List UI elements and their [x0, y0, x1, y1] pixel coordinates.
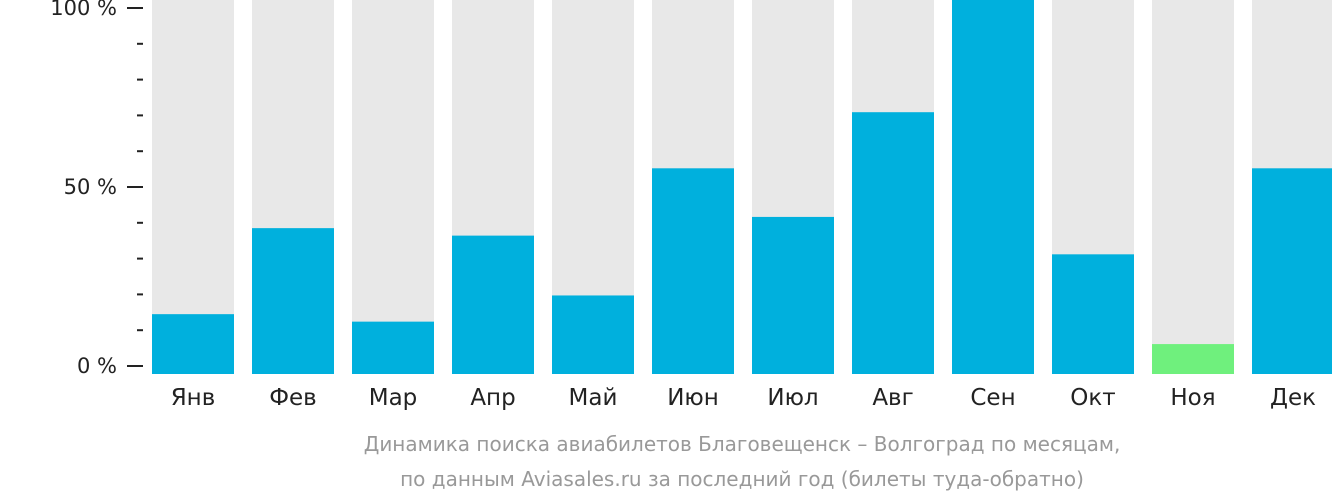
y-axis: 0 % 50 % 100 % — [50, 0, 143, 378]
caption-line-2: по данным Aviasales.ru за последний год … — [400, 467, 1084, 491]
y-tick-label: 100 % — [50, 0, 117, 20]
y-tick-label: 0 % — [77, 354, 117, 378]
bar-9 — [952, 0, 1034, 374]
bar-track — [352, 0, 434, 374]
bar-track — [152, 0, 234, 374]
bar-2 — [252, 228, 334, 374]
bar-8 — [852, 112, 934, 374]
bar-4 — [452, 235, 534, 374]
y-tick-label: 50 % — [64, 175, 117, 199]
bars — [152, 0, 1332, 374]
bar-6 — [652, 168, 734, 374]
caption-line-1: Динамика поиска авиабилетов Благовещенск… — [363, 432, 1121, 456]
bar-7 — [752, 216, 834, 374]
x-tick-label: Июн — [667, 385, 719, 411]
bar-10 — [1052, 254, 1134, 374]
x-tick-label: Мар — [369, 385, 418, 411]
x-tick-label: Фев — [269, 385, 317, 411]
bar-11 — [1152, 344, 1234, 374]
x-tick-label: Ноя — [1170, 385, 1215, 411]
x-tick-label: Май — [569, 385, 618, 411]
x-tick-label: Сен — [970, 385, 1015, 411]
x-tick-label: Июл — [767, 385, 818, 411]
bar-1 — [152, 314, 234, 374]
bar-5 — [552, 295, 634, 374]
x-tick-label: Окт — [1070, 385, 1115, 411]
x-tick-label: Дек — [1270, 385, 1316, 411]
x-tick-label: Авг — [872, 385, 913, 411]
bar-3 — [352, 321, 434, 374]
bar-12 — [1252, 168, 1332, 374]
x-tick-label: Апр — [470, 385, 515, 411]
x-axis-labels: Янв Фев Мар Апр Май Июн Июл Авг Сен Окт Ноя Дек — [171, 385, 1316, 411]
bar-track — [1152, 0, 1234, 374]
x-tick-label: Янв — [171, 385, 216, 411]
